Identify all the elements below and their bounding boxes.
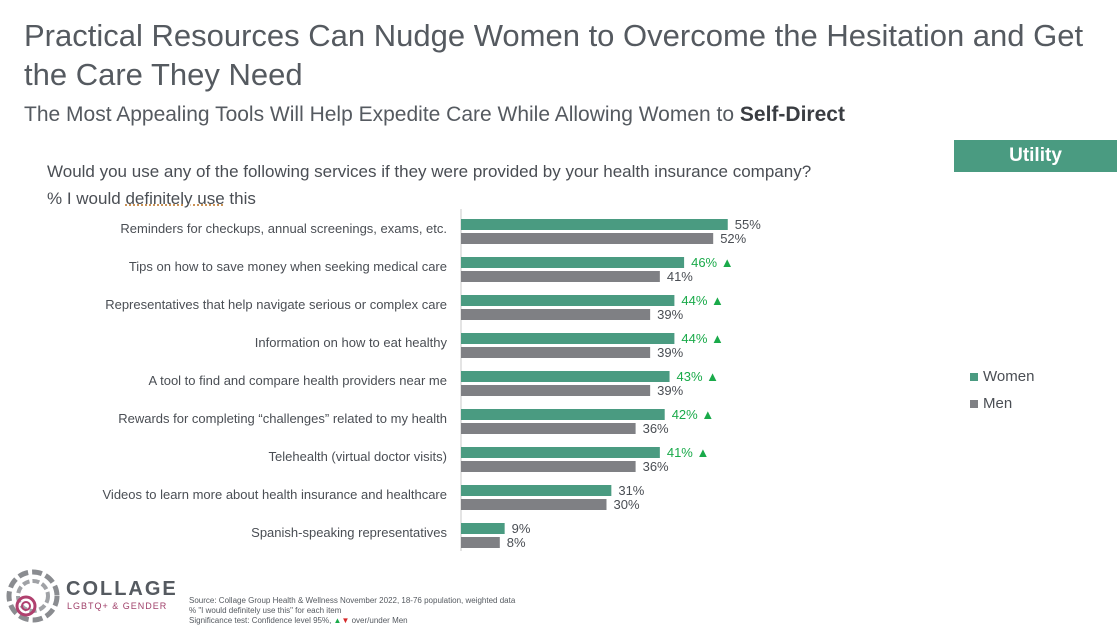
data-label-men: 8% [507,535,526,550]
chart-legend: Women Men [970,363,1034,417]
bar-women [461,333,675,344]
sig-down-icon: ▼ [341,616,350,625]
bar-women [461,447,660,458]
data-label-women: 31% [618,483,644,498]
brand-name: COLLAGE [66,578,178,600]
category-label: Representatives that help navigate serio… [105,297,447,312]
category-label: Videos to learn more about health insura… [103,487,448,502]
category-label: Reminders for checkups, annual screening… [120,221,447,236]
data-label-men: 39% [657,307,683,322]
bar-women [461,371,670,382]
question-sub-suffix: this [224,189,256,208]
bar-women [461,523,505,534]
bar-men [461,233,714,244]
category-label: Spanish-speaking representatives [251,525,447,540]
data-label-men: 39% [657,345,683,360]
legend-swatch-men [970,399,978,408]
category-label: A tool to find and compare health provid… [149,373,447,388]
data-label-men: 41% [667,269,693,284]
data-label-men: 36% [643,421,669,436]
bar-women [461,219,728,230]
bar-men [461,423,636,434]
source-line-1: Source: Collage Group Health & Wellness … [189,596,516,605]
source-line-3-suffix: over/under Men [349,616,408,625]
brand-sub: LGBTQ+ & GENDER [67,601,168,611]
data-label-men: 30% [614,497,640,512]
survey-question: Would you use any of the following servi… [47,158,811,212]
bar-men [461,499,607,510]
bar-men [461,385,651,396]
source-line-2: % "I would definitely use this" for each… [189,606,342,615]
bar-women [461,257,685,268]
data-label-women: 43% ▲ [677,369,720,384]
bar-men [461,461,636,472]
legend-item-men: Men [970,390,1034,417]
data-label-men: 36% [643,459,669,474]
bar-women [461,295,675,306]
data-label-women: 41% ▲ [667,445,710,460]
legend-item-women: Women [970,363,1034,390]
data-label-women: 9% [512,521,531,536]
legend-swatch-women [970,372,978,381]
bar-women [461,409,665,420]
legend-label-men: Men [983,395,1013,412]
data-label-men: 39% [657,383,683,398]
category-label: Information on how to eat healthy [255,335,448,350]
data-label-women: 44% ▲ [681,293,724,308]
question-sub-underlined: definitely use [125,189,225,208]
page-subtitle: The Most Appealing Tools Will Help Exped… [24,103,845,127]
bar-men [461,271,660,282]
bar-chart: Reminders for checkups, annual screening… [103,209,761,551]
source-line-3-prefix: Significance test: Confidence level 95%, [189,616,334,625]
question-sub-prefix: % I would [47,189,126,208]
legend-label-women: Women [983,368,1035,385]
data-label-women: 42% ▲ [672,407,715,422]
collage-logo-icon [6,569,60,623]
question-line: Would you use any of the following servi… [47,162,812,181]
source-note: Source: Collage Group Health & Wellness … [189,596,515,626]
bar-men [461,537,500,548]
section-tag: Utility [954,140,1117,172]
data-label-women: 55% [735,217,761,232]
bar-men [461,309,651,320]
category-label: Rewards for completing “challenges” rela… [118,411,447,426]
data-label-men: 52% [720,231,746,246]
category-label: Tips on how to save money when seeking m… [129,259,447,274]
question-sub: % I would definitely use this [47,185,811,212]
source-line-3: Significance test: Confidence level 95%,… [189,616,515,626]
subtitle-bold: Self-Direct [739,103,845,126]
data-label-women: 44% ▲ [681,331,724,346]
sig-up-icon: ▲ [333,616,342,625]
page-title: Practical Resources Can Nudge Women to O… [24,18,1084,92]
subtitle-text: The Most Appealing Tools Will Help Exped… [24,103,740,126]
category-label: Telehealth (virtual doctor visits) [269,449,447,464]
data-label-women: 46% ▲ [691,255,734,270]
bar-men [461,347,651,358]
bar-women [461,485,612,496]
